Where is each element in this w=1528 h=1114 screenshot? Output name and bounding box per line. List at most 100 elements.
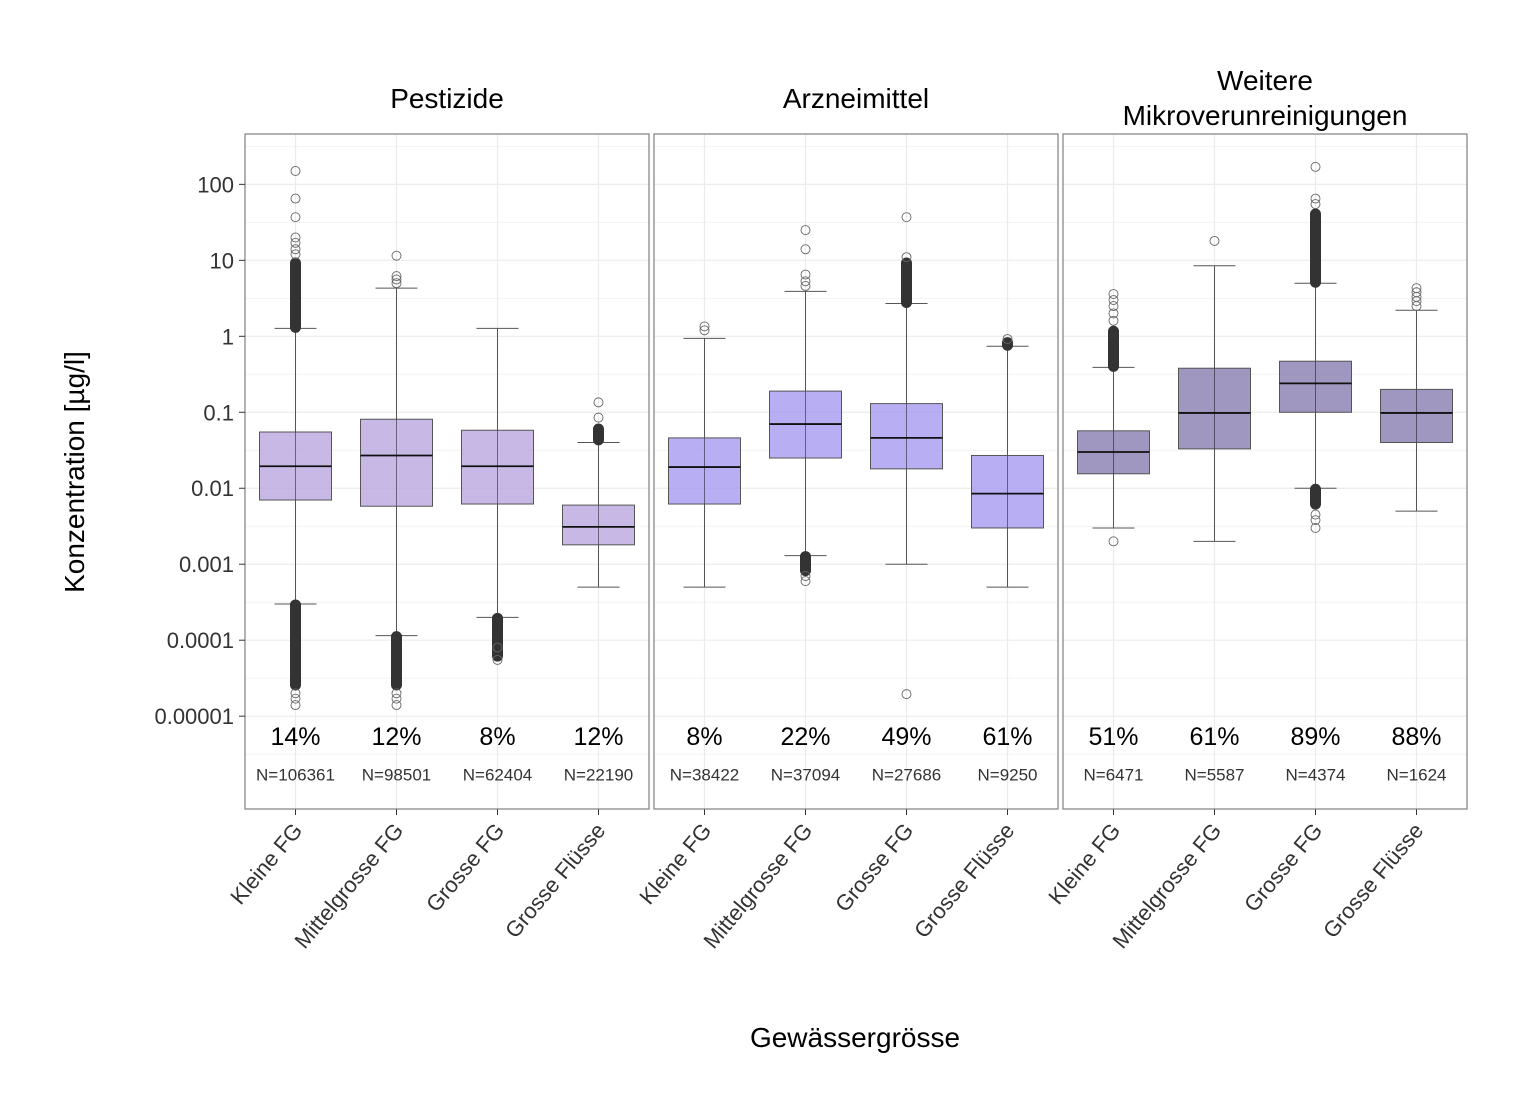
outlier-point xyxy=(391,693,402,704)
outlier-point xyxy=(800,269,811,280)
sample-size-label: N=9250 xyxy=(977,766,1037,785)
outlier-point xyxy=(901,252,912,263)
percent-label: 12% xyxy=(371,723,421,751)
outlier-point xyxy=(290,232,301,243)
outlier-point xyxy=(593,412,604,423)
outlier-point xyxy=(901,689,912,700)
y-tick-label: 0.00001 xyxy=(154,704,234,729)
outlier-point xyxy=(901,212,912,223)
boxplot-grosse-fl-sse: 12% N=22190 xyxy=(562,397,635,785)
sample-size-label: N=4374 xyxy=(1285,766,1345,785)
sample-size-label: N=22190 xyxy=(564,766,633,785)
outlier-cluster xyxy=(290,257,301,333)
x-axis-title: Gewässergrösse xyxy=(750,1022,960,1053)
sample-size-label: N=106361 xyxy=(256,766,335,785)
panel-border xyxy=(653,133,1059,810)
outlier-point xyxy=(800,225,811,236)
sample-size-label: N=62404 xyxy=(463,766,532,785)
boxplot-grosse-fg: 8% N=62404 xyxy=(461,327,534,785)
outlier-point xyxy=(391,274,402,285)
outlier-point xyxy=(1411,287,1422,298)
outlier-point xyxy=(1209,235,1220,246)
outlier-cluster xyxy=(290,599,301,691)
boxplot-kleine-fg: 14% N=106361 xyxy=(256,166,335,785)
boxplot-grosse-fl-sse: 61% N=9250 xyxy=(971,334,1044,785)
outlier-cluster xyxy=(1310,483,1321,510)
boxplot-kleine-fg: 51% N=6471 xyxy=(1077,289,1150,785)
x-tick-label: Grosse Flüsse xyxy=(1318,818,1428,943)
outlier-point xyxy=(290,237,301,248)
outlier-point xyxy=(290,688,301,699)
x-tick-label: Mittelgrosse FG xyxy=(698,818,817,953)
y-tick-label: 10 xyxy=(210,248,234,273)
outlier-point xyxy=(1310,199,1321,210)
outlier-point xyxy=(290,212,301,223)
facet-title: Weitere xyxy=(1217,65,1313,96)
percent-label: 12% xyxy=(573,723,623,751)
facet-panel: Arzneimittel 8% N=38422 Kleine FG 22% N=37094… xyxy=(634,83,1059,953)
outlier-point xyxy=(290,693,301,704)
outlier-point xyxy=(1310,509,1321,520)
facet-panel: Weitere Mikroverunreinigungen 51% N=6471 Kle… xyxy=(1043,65,1468,953)
sample-size-label: N=6471 xyxy=(1083,766,1143,785)
percent-label: 61% xyxy=(1189,723,1239,751)
box-iqr xyxy=(1178,367,1251,450)
box-iqr xyxy=(1380,388,1453,444)
outlier-point xyxy=(1310,193,1321,204)
outlier-point xyxy=(1108,315,1119,326)
x-tick-label: Kleine FG xyxy=(1043,818,1125,909)
sample-size-label: N=5587 xyxy=(1184,766,1244,785)
outlier-point xyxy=(290,193,301,204)
y-tick-label: 0.1 xyxy=(203,400,234,425)
x-tick-label: Grosse Flüsse xyxy=(909,818,1019,943)
box-iqr xyxy=(360,418,433,507)
outlier-point xyxy=(391,688,402,699)
box-iqr xyxy=(668,437,741,505)
facet-panel: Pestizide 14% N=106361 Kleine FG 12% N=98501 M… xyxy=(225,83,650,953)
y-tick-label: 0.001 xyxy=(179,552,234,577)
boxplot-mittelgrosse-fg: 61% N=5587 xyxy=(1178,235,1251,785)
x-tick-label: Grosse FG xyxy=(1239,818,1327,916)
panel-border xyxy=(244,133,650,810)
outlier-cluster xyxy=(391,631,402,691)
outlier-point xyxy=(1108,301,1119,312)
boxplot-grosse-fg: 49% N=27686 xyxy=(870,212,943,785)
sample-size-label: N=27686 xyxy=(872,766,941,785)
boxplot-grosse-fl-sse: 88% N=1624 xyxy=(1380,283,1453,785)
outlier-point xyxy=(391,278,402,289)
outlier-point xyxy=(1310,515,1321,526)
y-tick-label: 100 xyxy=(197,172,234,197)
percent-label: 61% xyxy=(982,723,1032,751)
y-axis: 100 10 1 0.1 0.01 0.001 0.0001 0.00001 xyxy=(154,172,245,729)
outlier-point xyxy=(290,700,301,711)
outlier-point xyxy=(1108,295,1119,306)
outlier-point xyxy=(1411,283,1422,294)
outlier-point xyxy=(391,700,402,711)
x-tick-label: Kleine FG xyxy=(225,818,307,909)
box-iqr xyxy=(562,504,635,546)
outlier-point xyxy=(699,321,710,332)
outlier-cluster xyxy=(901,257,912,309)
box-iqr xyxy=(461,429,534,505)
outlier-point xyxy=(1108,308,1119,319)
facet-title: Mikroverunreinigungen xyxy=(1123,100,1408,131)
boxplot-mittelgrosse-fg: 22% N=37094 xyxy=(769,225,842,785)
sample-size-label: N=37094 xyxy=(771,766,840,785)
facet-title: Pestizide xyxy=(390,83,504,114)
x-tick-label: Kleine FG xyxy=(634,818,716,909)
boxplot-kleine-fg: 8% N=38422 xyxy=(668,321,741,785)
outlier-point xyxy=(593,397,604,408)
outlier-point xyxy=(492,642,503,653)
sample-size-label: N=98501 xyxy=(362,766,431,785)
outlier-point xyxy=(800,571,811,581)
outlier-cluster xyxy=(800,551,811,577)
x-tick-label: Mittelgrosse FG xyxy=(1107,818,1226,953)
box-iqr xyxy=(870,403,943,470)
x-tick-label: Mittelgrosse FG xyxy=(289,818,408,953)
outlier-point xyxy=(1108,536,1119,547)
sample-size-label: N=1624 xyxy=(1386,766,1446,785)
outlier-point xyxy=(391,250,402,261)
outlier-cluster xyxy=(492,612,503,662)
outlier-cluster xyxy=(593,423,604,446)
